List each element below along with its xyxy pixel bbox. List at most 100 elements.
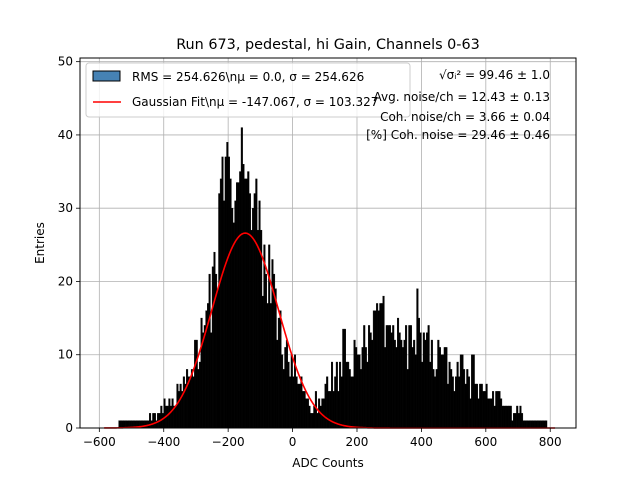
histogram-bar (118, 420, 121, 429)
histogram-bar (289, 376, 292, 429)
histogram-bar (508, 405, 511, 429)
histogram-bar (322, 398, 325, 429)
histogram-bar (182, 376, 185, 429)
y-tick-label: 10 (58, 348, 73, 362)
histogram-bar (285, 339, 288, 429)
histogram-bar (351, 376, 354, 429)
histogram-bar (268, 244, 271, 429)
histogram-bar (232, 222, 235, 429)
histogram-bar (276, 339, 279, 429)
histogram-bar (224, 156, 227, 429)
histogram-bar (372, 310, 375, 429)
chart-title: Run 673, pedestal, hi Gain, Channels 0-6… (176, 37, 480, 53)
histogram-bar (256, 229, 259, 429)
histogram-bar (189, 376, 192, 429)
histogram-bar (250, 229, 253, 429)
histogram-bar (506, 405, 509, 429)
histogram-bar (377, 310, 380, 429)
histogram-bar (461, 354, 464, 429)
histogram-bar (400, 339, 403, 429)
histogram-bar (445, 347, 448, 429)
histogram-bar (488, 398, 491, 429)
histogram-bar (326, 376, 329, 429)
histogram-bar (514, 413, 517, 429)
histogram-bar (416, 288, 419, 429)
x-tick-label: 600 (474, 435, 497, 449)
histogram-bar (533, 420, 536, 429)
histogram-bar (145, 420, 148, 429)
histogram-bar (453, 391, 456, 429)
histogram-bar (266, 303, 269, 429)
histogram-bar (467, 376, 470, 429)
histogram-bar (163, 398, 166, 429)
histogram-bar (353, 339, 356, 429)
histogram-bar (382, 295, 385, 429)
histogram-bar (203, 325, 206, 429)
histogram-bar (537, 420, 540, 429)
histogram-bar (509, 405, 512, 429)
histogram-bar (360, 369, 363, 429)
histogram-bar (387, 325, 390, 429)
histogram-bar (195, 339, 198, 429)
histogram-bar (411, 347, 414, 429)
histogram-bar (435, 369, 438, 429)
histogram-bar (458, 376, 461, 429)
histogram-bar (503, 405, 506, 429)
histogram-bar (316, 413, 319, 429)
histogram-bar (239, 171, 242, 429)
histogram-bar (231, 207, 234, 429)
y-axis-label: Entries (33, 222, 47, 264)
histogram-bar (313, 405, 316, 429)
x-tick-label: −400 (147, 435, 180, 449)
histogram-bar (419, 332, 422, 429)
histogram-bar (186, 369, 189, 429)
histogram-bar (390, 332, 393, 429)
histogram-bar (535, 420, 538, 429)
histogram-bar (345, 361, 348, 429)
histogram-bar (216, 288, 219, 429)
histogram-bar (393, 339, 396, 429)
histogram-bar (493, 405, 496, 429)
histogram-bar (174, 405, 177, 429)
histogram-bar (541, 420, 544, 429)
histogram-bar (392, 325, 395, 429)
histogram-bar (495, 391, 498, 429)
histogram-bar (427, 325, 430, 429)
histogram-bar (516, 405, 519, 429)
histogram-bar (348, 369, 351, 429)
histogram-bar (319, 405, 322, 429)
histogram-bar (210, 332, 213, 429)
x-tick-label: −200 (212, 435, 245, 449)
histogram-bar (258, 200, 261, 429)
histogram-bar (213, 251, 216, 429)
histogram-bar (426, 332, 429, 429)
histogram-bar (371, 339, 374, 429)
histogram-bar (310, 413, 313, 429)
histogram-bar (459, 354, 462, 429)
histogram-bar (171, 398, 174, 429)
histogram-bar (424, 339, 427, 429)
histogram-bar (442, 354, 445, 429)
histogram-bar (443, 347, 446, 429)
histogram-bar (464, 383, 467, 429)
histogram-bar (398, 332, 401, 429)
histogram-bar (477, 398, 480, 429)
histogram-bar (530, 420, 533, 429)
histogram-bar (252, 207, 255, 429)
histogram-bar (504, 405, 507, 429)
histogram-bar (358, 354, 361, 429)
histogram-bar (287, 361, 290, 429)
histogram-bar (451, 376, 454, 429)
histogram-bar (469, 398, 472, 429)
histogram-bar (480, 383, 483, 429)
histogram-bar (540, 420, 543, 429)
histogram-bar (417, 317, 420, 429)
histogram-bar (198, 361, 201, 429)
histogram-bar (380, 303, 383, 429)
histogram-bar (347, 361, 350, 429)
histogram-bar (521, 413, 524, 429)
histogram-bar (247, 171, 250, 429)
histogram-bar (221, 156, 224, 429)
histogram-bar (397, 317, 400, 429)
histogram-bar (512, 413, 516, 429)
